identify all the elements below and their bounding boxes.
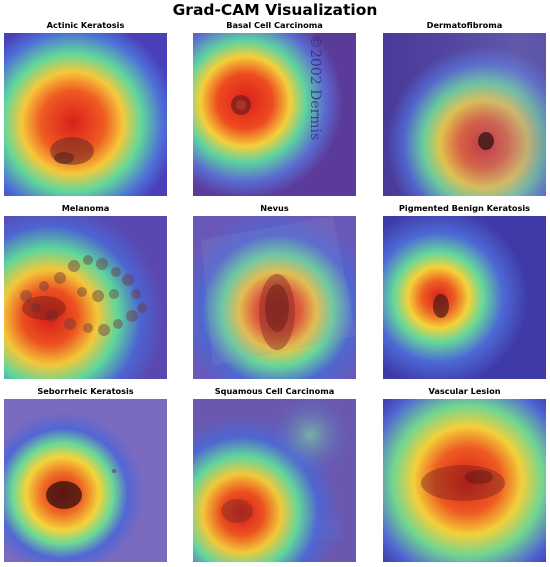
panel-dermatofibroma: Dermatofibroma <box>383 20 546 196</box>
gradcam-heatmap-image <box>4 216 167 379</box>
panel-melanoma: Melanoma <box>4 203 167 379</box>
gradcam-heatmap-image <box>193 399 356 562</box>
gradcam-heatmap-image <box>383 399 546 562</box>
panel-vascular-lesion: Vascular Lesion <box>383 386 546 562</box>
panel-title: Squamous Cell Carcinoma <box>214 386 335 396</box>
figure-title: Grad-CAM Visualization <box>172 1 378 19</box>
panel-title: Basal Cell Carcinoma <box>226 20 323 30</box>
gradcam-heatmap-image <box>383 33 546 196</box>
gradcam-heatmap-image: ©2002 Dermis <box>193 33 356 196</box>
panel-nevus: Nevus <box>193 203 356 379</box>
gradcam-heatmap-image <box>383 216 546 379</box>
gradcam-heatmap-image <box>193 216 356 379</box>
panel-actinic-keratosis: Actinic Keratosis <box>4 20 167 196</box>
panel-title: Melanoma <box>61 203 110 213</box>
gradcam-heatmap-image <box>4 399 167 562</box>
panel-title: Dermatofibroma <box>426 20 503 30</box>
panel-squamous-cell-carcinoma: Squamous Cell Carcinoma <box>193 386 356 562</box>
panel-title: Seborrheic Keratosis <box>37 386 134 396</box>
panel-seborrheic-keratosis: Seborrheic Keratosis <box>4 386 167 562</box>
watermark-text: ©2002 Dermis <box>307 35 323 140</box>
panel-title: Actinic Keratosis <box>46 20 125 30</box>
panel-title: Nevus <box>260 203 289 213</box>
panel-pigmented-benign-keratosis: Pigmented Benign Keratosis <box>383 203 546 379</box>
panel-basal-cell-carcinoma: Basal Cell Carcinoma ©2002 Dermis <box>193 20 356 196</box>
gradcam-heatmap-image <box>4 33 167 196</box>
panel-title: Pigmented Benign Keratosis <box>398 203 531 213</box>
panel-title: Vascular Lesion <box>428 386 501 396</box>
